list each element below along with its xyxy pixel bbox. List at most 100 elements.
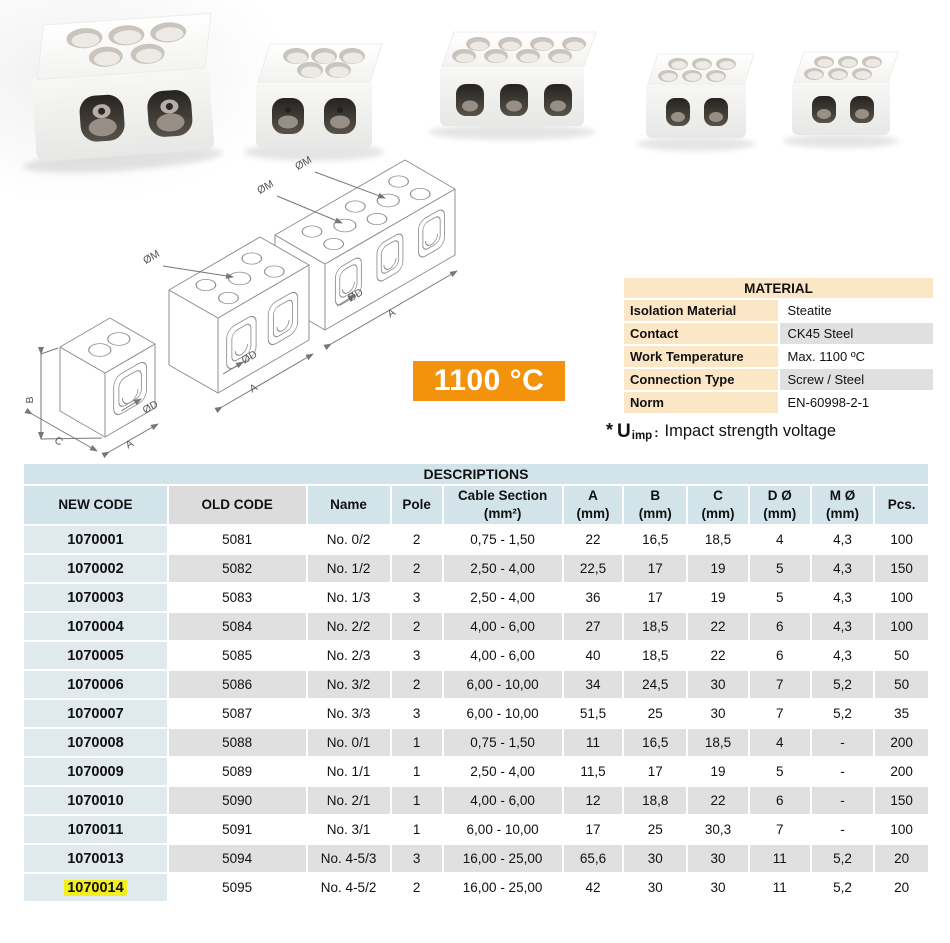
table-row: 1070005 5085 No. 2/3 3 4,00 - 6,00 40 18,5 22 6 4… <box>24 642 928 669</box>
new-code-value: 1070004 <box>67 618 124 635</box>
desc-cell: 4 <box>749 526 810 553</box>
desc-cell: 35 <box>875 700 928 727</box>
desc-cell: 22 <box>688 787 748 814</box>
desc-cell: 2 <box>391 555 442 582</box>
desc-cell: 5 <box>749 555 810 582</box>
material-table-title: MATERIAL <box>624 278 933 298</box>
desc-column-header: Name <box>307 486 390 524</box>
desc-cell: 5094 <box>168 845 306 872</box>
new-code-cell: 1070011 <box>24 816 167 843</box>
new-code-cell: 1070001 <box>24 526 167 553</box>
dim-label-a-1: A <box>123 437 135 451</box>
material-table: MATERIAL Isolation Material Steatite Conta… <box>622 276 935 415</box>
table-row: 1070003 5083 No. 1/3 3 2,50 - 4,00 36 17 19 5 4,3… <box>24 584 928 611</box>
desc-cell: 2 <box>391 526 442 553</box>
desc-cell: - <box>811 816 874 843</box>
descriptions-table: DESCRIPTIONS NEW CODE OLD CODE Name Pole Cab… <box>22 462 930 903</box>
desc-cell: 5 <box>749 584 810 611</box>
desc-cell: 65,6 <box>563 845 623 872</box>
desc-cell: 5090 <box>168 787 306 814</box>
technical-drawings: ØM ØM ØD A ØM ØD A <box>24 154 458 459</box>
desc-cell: 11,5 <box>563 758 623 785</box>
new-code-cell: 1070010 <box>24 787 167 814</box>
desc-cell: 100 <box>875 584 928 611</box>
material-label: Isolation Material <box>624 300 778 321</box>
table-row: 1070001 5081 No. 0/2 2 0,75 - 1,50 22 16,5 18,5… <box>24 526 928 553</box>
desc-column-header: D Ø (mm) <box>749 486 810 524</box>
desc-cell: 40 <box>563 642 623 669</box>
desc-cell: 5085 <box>168 642 306 669</box>
table-row: 1070014 5095 No. 4-5/2 2 16,00 - 25,00 42 30 30… <box>24 874 928 901</box>
desc-cell: No. 3/2 <box>307 671 390 698</box>
desc-cell: 6,00 - 10,00 <box>443 671 562 698</box>
desc-cell: 5086 <box>168 671 306 698</box>
desc-cell: 16,00 - 25,00 <box>443 845 562 872</box>
dim-label-c: C <box>52 434 65 448</box>
material-label: Connection Type <box>624 369 778 390</box>
desc-cell: 3 <box>391 700 442 727</box>
desc-cell: 16,00 - 25,00 <box>443 874 562 901</box>
desc-cell: 100 <box>875 526 928 553</box>
desc-cell: 7 <box>749 700 810 727</box>
desc-cell: 150 <box>875 787 928 814</box>
desc-cell: 19 <box>688 758 748 785</box>
new-code-cell: 1070002 <box>24 555 167 582</box>
desc-cell: No. 2/1 <box>307 787 390 814</box>
desc-cell: 2 <box>391 671 442 698</box>
desc-cell: 25 <box>624 816 687 843</box>
new-code-value: 1070002 <box>67 560 124 577</box>
dim-label-om-3: ØM <box>141 248 162 267</box>
desc-cell: 18,5 <box>688 729 748 756</box>
product-photo-2pole-small-1 <box>636 53 756 151</box>
material-value: Max. 1100 ºC <box>779 346 933 367</box>
material-row: Isolation Material Steatite <box>624 300 933 321</box>
desc-cell: 100 <box>875 613 928 640</box>
desc-cell: 150 <box>875 555 928 582</box>
table-row: 1070013 5094 No. 4-5/3 3 16,00 - 25,00 65,6 30… <box>24 845 928 872</box>
new-code-cell: 1070007 <box>24 700 167 727</box>
desc-cell: 18,5 <box>688 526 748 553</box>
new-code-cell: 1070005 <box>24 642 167 669</box>
desc-column-header: B (mm) <box>624 486 687 524</box>
desc-cell: 5081 <box>168 526 306 553</box>
desc-cell: 1 <box>391 758 442 785</box>
desc-column-header: C (mm) <box>688 486 748 524</box>
new-code-value: 1070001 <box>67 531 124 548</box>
desc-cell: 1 <box>391 787 442 814</box>
desc-column-header: Pcs. <box>875 486 928 524</box>
desc-cell: 17 <box>624 555 687 582</box>
desc-cell: 5,2 <box>811 874 874 901</box>
desc-cell: 4,3 <box>811 555 874 582</box>
desc-cell: 22 <box>688 613 748 640</box>
desc-cell: 24,5 <box>624 671 687 698</box>
desc-cell: 22 <box>563 526 623 553</box>
table-row: 1070010 5090 No. 2/1 1 4,00 - 6,00 12 18,8 22 6-… <box>24 787 928 814</box>
desc-cell: 18,5 <box>624 613 687 640</box>
desc-cell: 5088 <box>168 729 306 756</box>
table-row: 1070006 5086 No. 3/2 2 6,00 - 10,00 34 24,5 30 7… <box>24 671 928 698</box>
desc-cell: No. 2/2 <box>307 613 390 640</box>
desc-cell: No. 4-5/3 <box>307 845 390 872</box>
desc-cell: 200 <box>875 729 928 756</box>
drawing-2pole <box>168 236 310 394</box>
desc-cell: 20 <box>875 874 928 901</box>
desc-column-header: NEW CODE <box>24 486 167 524</box>
desc-cell: 2,50 - 4,00 <box>443 584 562 611</box>
desc-cell: 30 <box>688 874 748 901</box>
new-code-cell: 1070013 <box>24 845 167 872</box>
table-row: 1070011 5091 No. 3/1 1 6,00 - 10,00 17 25 30,3 7… <box>24 816 928 843</box>
desc-cell: No. 3/3 <box>307 700 390 727</box>
desc-cell: 17 <box>624 584 687 611</box>
desc-cell: 2,50 - 4,00 <box>443 758 562 785</box>
desc-column-header: OLD CODE <box>168 486 306 524</box>
desc-cell: 20 <box>875 845 928 872</box>
desc-cell: 4,3 <box>811 613 874 640</box>
dim-label-om-1: ØM <box>255 178 276 197</box>
note-separator: : <box>654 425 659 440</box>
new-code-cell: 1070003 <box>24 584 167 611</box>
material-table-body: Isolation Material Steatite Contact CK45 St… <box>624 300 933 413</box>
desc-cell: 2 <box>391 874 442 901</box>
new-code-cell: 1070004 <box>24 613 167 640</box>
desc-cell: 16,5 <box>624 729 687 756</box>
new-code-value: 1070005 <box>67 647 124 664</box>
